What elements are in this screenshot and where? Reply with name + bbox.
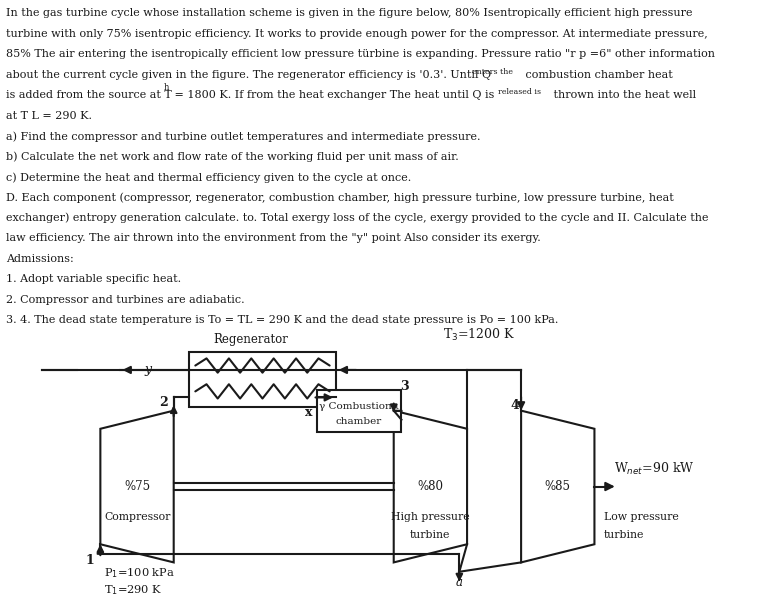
Text: 3: 3	[400, 380, 408, 393]
Text: T$_1$=290 K: T$_1$=290 K	[104, 583, 163, 597]
Text: γ Combustion ι: γ Combustion ι	[319, 402, 399, 411]
Text: 3. 4. The dead state temperature is To = TL = 290 K and the dead state pressure : 3. 4. The dead state temperature is To =…	[6, 315, 559, 325]
Text: %85: %85	[544, 480, 571, 493]
Text: Admissions:: Admissions:	[6, 254, 74, 264]
Text: h: h	[164, 83, 169, 92]
Polygon shape	[394, 411, 467, 562]
Text: Regenerator: Regenerator	[214, 334, 288, 346]
Text: a) Find the compressor and turbine outlet temperatures and intermediate pressure: a) Find the compressor and turbine outle…	[6, 131, 481, 141]
Text: Compressor: Compressor	[104, 512, 171, 522]
Text: In the gas turbine cycle whose installation scheme is given in the figure below,: In the gas turbine cycle whose installat…	[6, 8, 692, 18]
Text: %80: %80	[417, 480, 443, 493]
Polygon shape	[100, 411, 174, 562]
Text: turbine: turbine	[604, 530, 644, 540]
Text: %75: %75	[124, 480, 151, 493]
Text: combustion chamber heat: combustion chamber heat	[522, 70, 672, 79]
Text: 2. Compressor and turbines are adiabatic.: 2. Compressor and turbines are adiabatic…	[6, 295, 245, 305]
Text: about the current cycle given in the figure. The regenerator efficiency is '0.3': about the current cycle given in the fig…	[6, 70, 495, 79]
Text: chamber: chamber	[336, 417, 382, 426]
Text: High pressure: High pressure	[391, 512, 469, 522]
Text: 2: 2	[160, 397, 168, 409]
Text: T$_3$=1200 K: T$_3$=1200 K	[442, 327, 515, 343]
Text: a: a	[455, 576, 463, 589]
Bar	[317, 390, 401, 432]
Text: law efficiency. The air thrown into the environment from the "y" point Also cons: law efficiency. The air thrown into the …	[6, 234, 541, 243]
Text: turbine: turbine	[410, 530, 450, 540]
Text: P$_1$=100 kPa: P$_1$=100 kPa	[104, 566, 175, 580]
Bar	[189, 352, 336, 407]
Text: = 1800 K. If from the heat exchanger The heat until Q is: = 1800 K. If from the heat exchanger The…	[171, 90, 498, 100]
Text: is added from the source at T: is added from the source at T	[6, 90, 175, 100]
Text: D. Each component (compressor, regenerator, combustion chamber, high pressure tu: D. Each component (compressor, regenerat…	[6, 193, 674, 203]
Text: 85% The air entering the isentropically efficient low pressure türbine is expand: 85% The air entering the isentropically …	[6, 49, 715, 59]
Text: 1. Adopt variable specific heat.: 1. Adopt variable specific heat.	[6, 275, 181, 284]
Text: c) Determine the heat and thermal efficiency given to the cycle at once.: c) Determine the heat and thermal effici…	[6, 172, 411, 182]
Text: enters the: enters the	[472, 67, 513, 76]
Text: exchanger) entropy generation calculate. to. Total exergy loss of the cycle, exe: exchanger) entropy generation calculate.…	[6, 213, 709, 223]
Text: Low pressure: Low pressure	[604, 512, 679, 522]
Text: thrown into the heat well: thrown into the heat well	[550, 90, 696, 100]
Text: W$_{net}$=90 kW: W$_{net}$=90 kW	[614, 461, 694, 477]
Text: released is: released is	[498, 88, 541, 96]
Text: b) Calculate the net work and flow rate of the working fluid per unit mass of ai: b) Calculate the net work and flow rate …	[6, 152, 459, 162]
Text: y: y	[144, 364, 152, 376]
Text: at T L = 290 K.: at T L = 290 K.	[6, 111, 92, 120]
Polygon shape	[521, 411, 594, 562]
Text: x: x	[305, 406, 313, 419]
Text: 4: 4	[510, 399, 519, 412]
Text: 1: 1	[86, 554, 94, 567]
Text: turbine with only 75% isentropic efficiency. It works to provide enough power fo: turbine with only 75% isentropic efficie…	[6, 29, 708, 39]
